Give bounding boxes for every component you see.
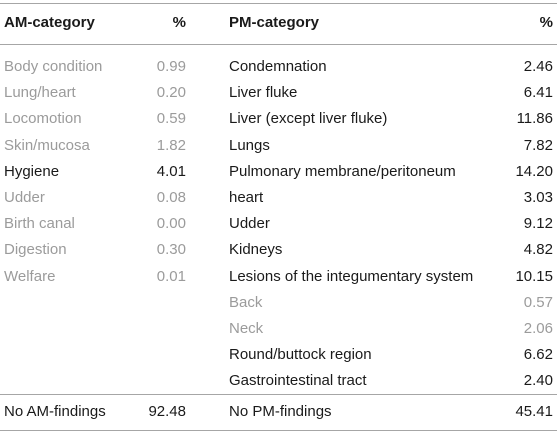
bottom-rule xyxy=(0,430,557,431)
header-am-percent: % xyxy=(172,14,186,31)
top-rule xyxy=(0,3,557,4)
pm-row-value: 3.03 xyxy=(523,189,553,206)
footer-pm-label: No PM-findings xyxy=(229,403,332,420)
pm-row-label: Udder xyxy=(229,215,270,232)
pm-row-label: Liver fluke xyxy=(229,84,298,101)
am-row-value: 0.99 xyxy=(156,58,186,75)
pm-row-value: 6.62 xyxy=(523,346,553,363)
pm-row-value: 2.06 xyxy=(523,320,553,337)
footer-pm-value: 45.41 xyxy=(515,403,553,420)
am-row-value: 0.20 xyxy=(156,84,186,101)
pm-row-label: Kidneys xyxy=(229,241,283,258)
pm-row-label: Neck xyxy=(229,320,264,337)
pm-row-value: 2.40 xyxy=(523,372,553,389)
am-row-value: 1.82 xyxy=(156,137,186,154)
header-am-category: AM-category xyxy=(4,14,95,31)
pm-row-value: 11.86 xyxy=(516,110,553,127)
pm-row-label: Liver (except liver fluke) xyxy=(229,110,388,127)
am-row-label: Body condition xyxy=(4,58,103,75)
am-row-label: Locomotion xyxy=(4,110,82,127)
header-pm-category: PM-category xyxy=(229,14,320,31)
pm-row-label: heart xyxy=(229,189,264,206)
pm-row-label: Lesions of the integumentary system xyxy=(229,268,474,285)
footer-rule xyxy=(0,394,557,395)
pm-row-value: 9.12 xyxy=(523,215,553,232)
am-row-label: Welfare xyxy=(4,268,56,285)
am-row-label: Skin/mucosa xyxy=(4,137,90,154)
pm-row-value: 10.15 xyxy=(515,268,553,285)
am-row-value: 0.00 xyxy=(156,215,186,232)
am-row-label: Lung/heart xyxy=(4,84,76,101)
am-row-value: 0.30 xyxy=(156,241,186,258)
am-row-value: 0.08 xyxy=(156,189,186,206)
pm-row-value: 4.82 xyxy=(523,241,553,258)
am-row-label: Digestion xyxy=(4,241,67,258)
pm-row-value: 6.41 xyxy=(523,84,553,101)
am-row-label: Udder xyxy=(4,189,45,206)
am-row-value: 4.01 xyxy=(156,163,186,180)
pm-row-value: 14.20 xyxy=(515,163,553,180)
pm-row-label: Gastrointestinal tract xyxy=(229,372,367,389)
pm-row-label: Round/buttock region xyxy=(229,346,372,363)
pm-row-label: Pulmonary membrane/peritoneum xyxy=(229,163,456,180)
footer-am-value: 92.48 xyxy=(148,403,186,420)
am-row-label: Birth canal xyxy=(4,215,75,232)
am-row-label: Hygiene xyxy=(4,163,60,180)
pm-row-value: 7.82 xyxy=(523,137,553,154)
pm-row-label: Back xyxy=(229,294,263,311)
pm-row-value: 0.57 xyxy=(523,294,553,311)
am-row-value: 0.01 xyxy=(156,268,186,285)
pm-row-label: Lungs xyxy=(229,137,270,154)
pm-row-label: Condemnation xyxy=(229,58,327,75)
pm-row-value: 2.46 xyxy=(523,58,553,75)
header-pm-percent: % xyxy=(539,14,553,31)
header-rule xyxy=(0,44,557,45)
footer-am-label: No AM-findings xyxy=(4,403,106,420)
am-row-value: 0.59 xyxy=(156,110,186,127)
